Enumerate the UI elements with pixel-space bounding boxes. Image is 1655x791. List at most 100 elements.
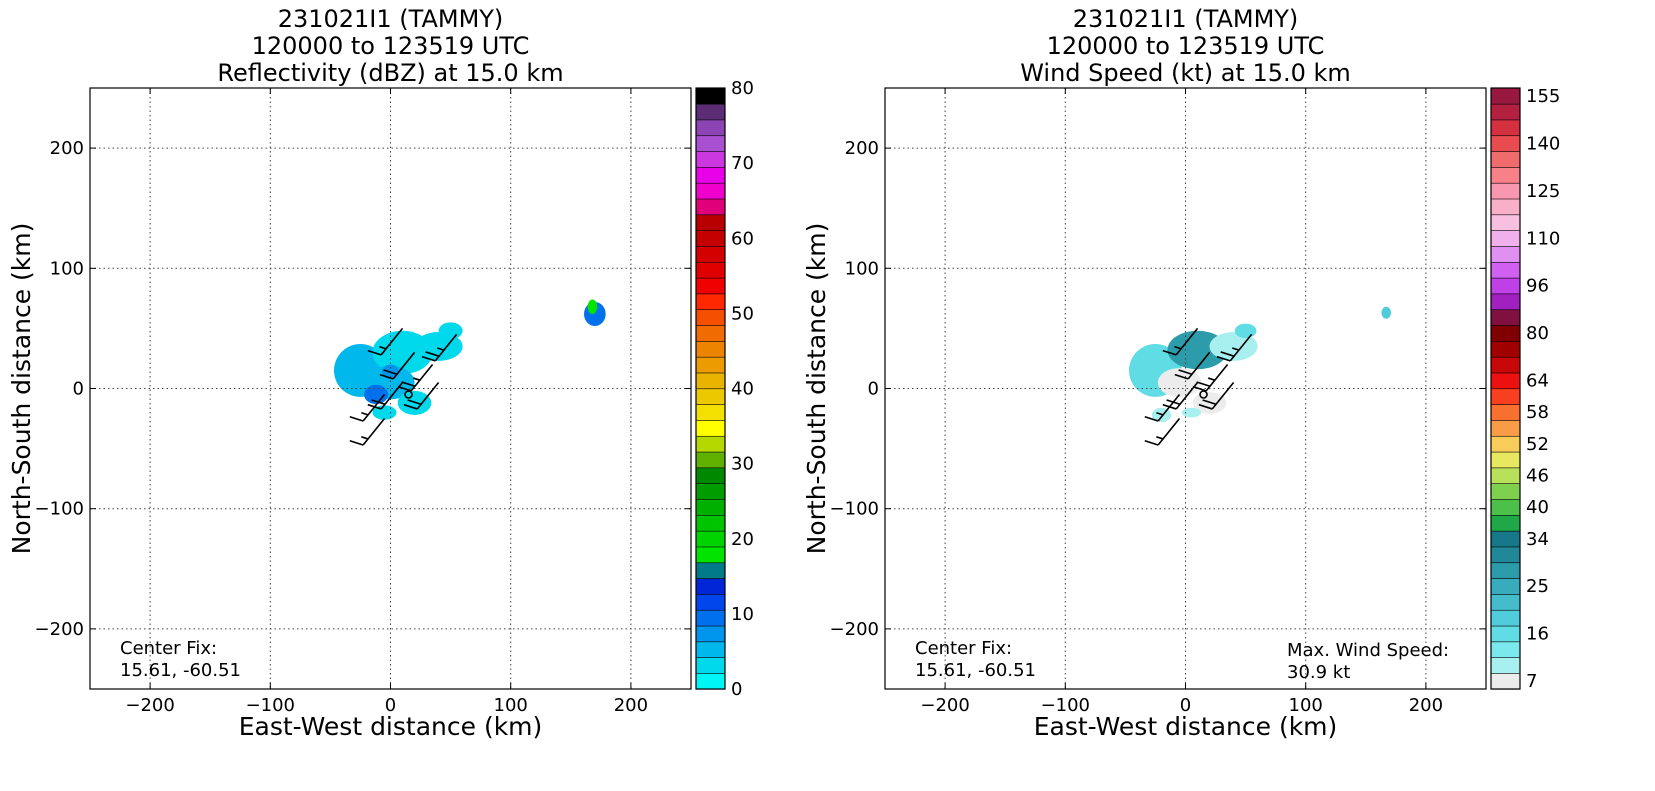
colorbar-cell	[1490, 150, 1521, 168]
wind-barb-flag	[1144, 439, 1159, 446]
echo-region	[1381, 306, 1392, 319]
wind-barb-half-flag	[412, 377, 421, 381]
colorbar-cell	[1490, 230, 1521, 247]
colorbar-tick-label: 40	[731, 379, 754, 400]
max-wind-value: 30.9 kt	[1287, 662, 1350, 683]
chart-title-line: Reflectivity (dBZ) at 15.0 km	[217, 59, 563, 87]
colorbar-tick-label: 50	[731, 303, 754, 324]
colorbar-tick-label: 80	[731, 78, 754, 99]
colorbar-cell	[1490, 625, 1521, 643]
colorbar-cell	[695, 87, 726, 105]
colorbar-cell	[695, 546, 726, 564]
colorbar-tick-label: 140	[1526, 133, 1560, 154]
wind-barb-flag	[397, 385, 412, 392]
echo-region	[1209, 332, 1258, 361]
colorbar-cell	[1490, 87, 1521, 105]
wind-barb-flag	[407, 399, 422, 406]
colorbar-cell	[1490, 214, 1521, 231]
wind-barb-half-flag	[1156, 412, 1164, 416]
reflectivity-panel: 231021I1 (TAMMY)120000 to 123519 UTCRefl…	[7, 5, 754, 741]
wind-barb-flag	[1220, 351, 1235, 357]
colorbar-tick-label: 30	[731, 454, 754, 475]
colorbar-cell	[1490, 498, 1521, 516]
wind-barb-staff	[362, 418, 386, 446]
wind-barb-flag	[1192, 385, 1207, 392]
colorbar-cell	[1490, 182, 1521, 200]
colorbar-cell	[695, 166, 726, 184]
wind-barb-flag	[367, 349, 382, 356]
x-tick-label: −200	[920, 695, 969, 716]
colorbar-cell	[695, 198, 726, 216]
wind-barb-staff	[362, 394, 386, 422]
echo-layer	[1129, 306, 1392, 423]
echo-region	[1157, 368, 1202, 397]
colorbar-tick-label: 64	[1526, 371, 1549, 392]
colorbar-cell	[1490, 293, 1521, 311]
wind-barb-half-flag	[361, 412, 369, 416]
max-wind-label: Max. Wind Speed:	[1287, 640, 1449, 661]
echo-region	[1234, 323, 1257, 339]
colorbar-cell	[1490, 166, 1521, 184]
colorbar-cell	[1490, 641, 1521, 658]
y-tick-label: 200	[845, 138, 879, 159]
colorbar-cell	[695, 388, 726, 405]
colorbar-cell	[1490, 546, 1521, 564]
wind-barb-calm	[1199, 390, 1208, 399]
chart-title-line: 231021I1 (TAMMY)	[278, 5, 504, 33]
colorbar-tick-label: 52	[1526, 434, 1549, 455]
colorbar-frame	[695, 87, 726, 690]
colorbar-cell	[695, 356, 726, 374]
y-tick-label: 200	[50, 138, 84, 159]
colorbar-tick-label: 7	[1526, 671, 1537, 692]
wind-barb-flag	[401, 381, 416, 388]
x-tick-label: 100	[494, 695, 528, 716]
colorbar-cell	[695, 419, 726, 437]
colorbar-cell	[695, 562, 726, 579]
colorbar-cell	[695, 324, 726, 342]
colorbar-frame	[1490, 87, 1521, 690]
colorbar-cell	[695, 103, 726, 121]
echo-region	[438, 322, 463, 340]
colorbar-cell	[695, 135, 726, 152]
colorbar-cell	[1490, 324, 1521, 342]
colorbar-cell	[695, 657, 726, 674]
colorbar-cell	[695, 372, 726, 390]
echo-region	[364, 384, 389, 405]
center-fix-label: Center Fix:	[120, 638, 217, 659]
wind-barb-layer	[1144, 327, 1253, 446]
colorbar-cell	[1490, 261, 1521, 279]
colorbar-cell	[695, 261, 726, 279]
wind-barb-half-flag	[379, 345, 387, 350]
colorbar-cell	[1490, 277, 1521, 295]
colorbar-cell	[695, 641, 726, 658]
center-fix-value: 15.61, -60.51	[120, 660, 241, 681]
wind-speed-panel: 231021I1 (TAMMY)120000 to 123519 UTCWind…	[802, 5, 1560, 741]
colorbar-cell	[1490, 530, 1521, 548]
colorbar-cell	[695, 404, 726, 421]
colorbar-tick-label: 125	[1526, 181, 1560, 202]
y-tick-label: 0	[73, 379, 84, 400]
x-tick-label: −100	[246, 695, 295, 716]
wind-barb-half-flag	[361, 436, 369, 440]
wind-barb-flag	[1198, 403, 1213, 410]
wind-barb-flag	[379, 373, 394, 380]
x-tick-label: 200	[614, 695, 648, 716]
colorbar-cell	[695, 340, 726, 358]
wind-barb-staff	[1157, 394, 1181, 422]
wind-barb-half-flag	[1156, 436, 1164, 440]
wind-barb-flag	[1178, 369, 1193, 375]
colorbar-cell	[695, 277, 726, 295]
colorbar-tick-label: 34	[1526, 529, 1549, 550]
colorbar-tick-label: 70	[731, 153, 754, 174]
wind-barb-calm	[404, 390, 413, 399]
colorbar-cell	[695, 483, 726, 500]
center-fix-value: 15.61, -60.51	[915, 660, 1036, 681]
echo-region	[587, 299, 598, 314]
colorbar-cell	[1490, 514, 1521, 532]
colorbar-cell	[695, 467, 726, 484]
y-axis-label: North-South distance (km)	[7, 223, 36, 555]
y-tick-label: −100	[35, 499, 84, 520]
colorbar-tick-label: 80	[1526, 323, 1549, 344]
